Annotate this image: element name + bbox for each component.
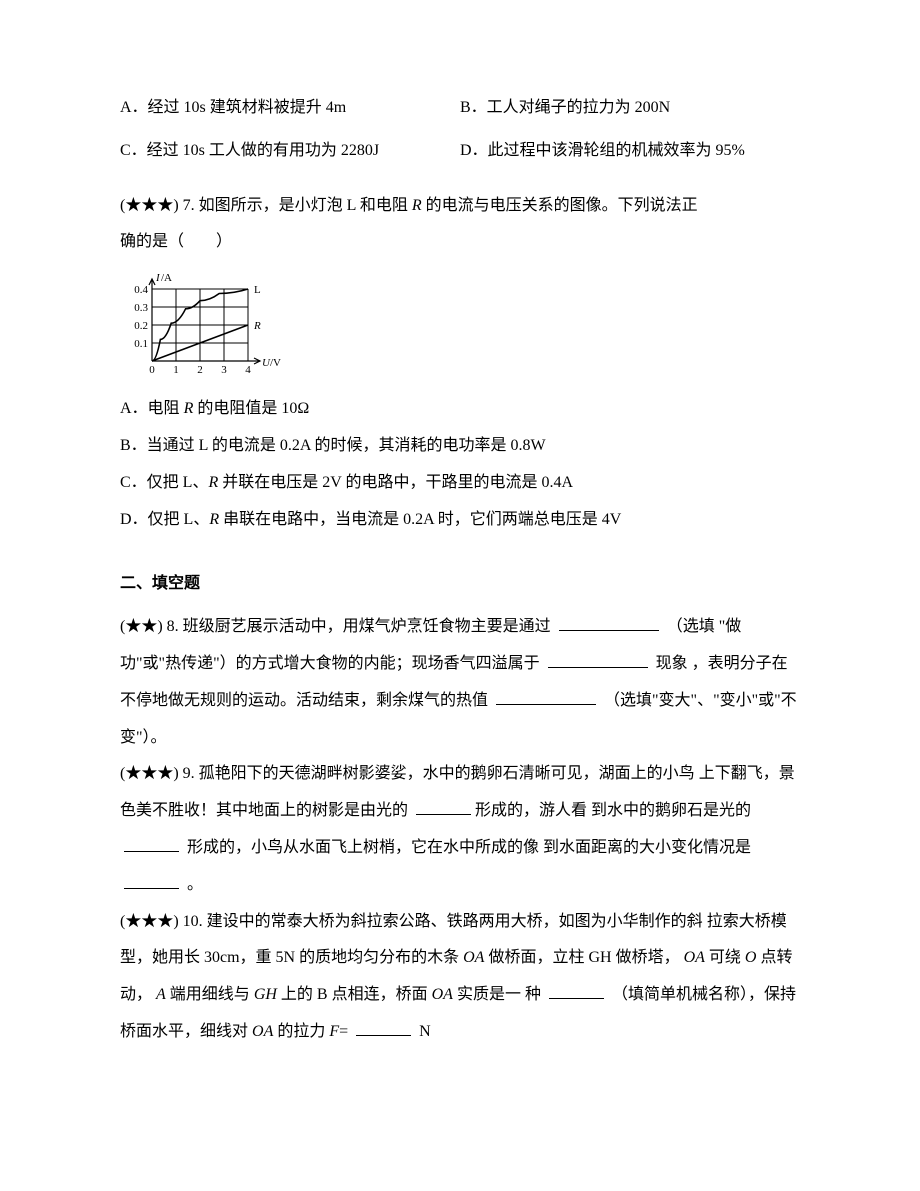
- q9-t3: 形成的，游人看: [475, 802, 587, 819]
- q10-t10: 种: [525, 986, 545, 1003]
- q7-opt-a-post: 的电阻值是 10Ω: [193, 400, 309, 417]
- q9-stars: (★★★): [120, 765, 179, 782]
- svg-text:0.3: 0.3: [134, 302, 148, 314]
- q9-t6: 到水面距离的大小变化情况是: [543, 839, 751, 856]
- q10-o1: O: [745, 949, 757, 966]
- q8-stars: (★★): [120, 618, 163, 635]
- q7-stem-line1: (★★★) 7. 如图所示，是小灯泡 L 和电阻 R 的电流与电压关系的图像。下…: [120, 188, 800, 225]
- q7-opt-c-pre: C．仅把 L、: [120, 474, 208, 491]
- q10-t7: 端用细线与: [166, 986, 254, 1003]
- q8-number: 8.: [167, 618, 179, 635]
- q7-opt-d-post: 串联在电路中，当电流是 0.2A 时，它们两端总电压是 4V: [219, 511, 621, 528]
- svg-text:1: 1: [173, 364, 179, 376]
- svg-text:3: 3: [221, 364, 227, 376]
- q10-eq: =: [339, 1023, 352, 1040]
- q7-opt-d-pre: D．仅把 L、: [120, 511, 209, 528]
- q7-stem-line2: 确的是（ ）: [120, 224, 800, 261]
- q7-stem1: 如图所示，是小灯泡 L 和电阻: [199, 197, 412, 214]
- q7-block: (★★★) 7. 如图所示，是小灯泡 L 和电阻 R 的电流与电压关系的图像。下…: [120, 188, 800, 539]
- q10-gh: GH: [254, 986, 277, 1003]
- q10-t8: 上的 B 点相连，桥面: [277, 986, 432, 1003]
- q8-t2: （选填: [663, 618, 715, 635]
- q7-opt-c: C．仅把 L、R 并联在电压是 2V 的电路中，干路里的电流是 0.4A: [120, 465, 800, 502]
- section2-heading: 二、填空题: [120, 566, 800, 603]
- q6-opt-b: B．工人对绳子的拉力为 200N: [460, 90, 800, 127]
- q10-t3: 做桥面，立柱 GH: [484, 949, 611, 966]
- q10-t9: 实质是一: [453, 986, 521, 1003]
- q7-opt-d: D．仅把 L、R 串联在电路中，当电流是 0.2A 时，它们两端总电压是 4V: [120, 502, 800, 539]
- q10-blank2[interactable]: [356, 1020, 411, 1036]
- svg-text:0: 0: [149, 364, 155, 376]
- q9-block: (★★★) 9. 孤艳阳下的天德湖畔树影婆娑，水中的鹅卵石清晰可见，湖面上的小鸟…: [120, 756, 800, 903]
- q10-a1: A: [156, 986, 166, 1003]
- q8-t1: 班级厨艺展示活动中，用煤气炉烹饪食物主要是通过: [183, 618, 555, 635]
- q6-opt-a: A．经过 10s 建筑材料被提升 4m: [120, 90, 460, 127]
- q9-t1: 孤艳阳下的天德湖畔树影婆娑，水中的鹅卵石清晰可见，湖面上的小鸟: [199, 765, 695, 782]
- svg-text:/A: /A: [161, 272, 172, 284]
- q10-oa1: OA: [463, 949, 484, 966]
- q8-blank2[interactable]: [548, 652, 648, 668]
- q10-stars: (★★★): [120, 913, 179, 930]
- q8-blank3[interactable]: [496, 689, 596, 705]
- q7-opt-a-pre: A．电阻: [120, 400, 184, 417]
- q10-block: (★★★) 10. 建设中的常泰大桥为斜拉索公路、铁路两用大桥，如图为小华制作的…: [120, 904, 800, 1051]
- q9-t7: 。: [183, 876, 203, 893]
- q8-blank1[interactable]: [559, 615, 659, 631]
- q9-blank1[interactable]: [416, 799, 471, 815]
- q7-opt-c-r: R: [208, 474, 218, 491]
- q10-t1: 建设中的常泰大桥为斜拉索公路、铁路两用大桥，如图为小华制作的斜: [207, 913, 703, 930]
- q10-oa3: OA: [432, 986, 453, 1003]
- q6-opt-d: D．此过程中该滑轮组的机械效率为 95%: [460, 133, 800, 170]
- q9-t4: 到水中的鹅卵石是光的: [591, 802, 751, 819]
- q8-block: (★★) 8. 班级厨艺展示活动中，用煤气炉烹饪食物主要是通过 （选填 "做功"…: [120, 609, 800, 756]
- q10-oa4: OA: [252, 1023, 273, 1040]
- q7-opt-d-r: R: [209, 511, 219, 528]
- q7-opt-c-post: 并联在电压是 2V 的电路中，干路里的电流是 0.4A: [218, 474, 573, 491]
- q6-options: A．经过 10s 建筑材料被提升 4m B．工人对绳子的拉力为 200N C．经…: [120, 90, 800, 170]
- q7-stem2: 的电流与电压关系的图像。下列说法正: [422, 197, 698, 214]
- q10-f: F: [329, 1023, 339, 1040]
- q9-number: 9.: [183, 765, 195, 782]
- q7-opt-b: B．当通过 L 的电流是 0.2A 的时候，其消耗的电功率是 0.8W: [120, 428, 800, 465]
- q9-blank3[interactable]: [124, 873, 179, 889]
- q10-number: 10.: [183, 913, 203, 930]
- q7-number: 7.: [183, 197, 195, 214]
- q7-stem-r: R: [412, 197, 422, 214]
- svg-text:2: 2: [197, 364, 203, 376]
- svg-text:0.1: 0.1: [134, 338, 148, 350]
- q9-blank2[interactable]: [124, 836, 179, 852]
- svg-text:L: L: [254, 284, 261, 296]
- svg-text:0.2: 0.2: [134, 320, 148, 332]
- q9-t5: 形成的，小鸟从水面飞上树梢，它在水中所成的像: [183, 839, 539, 856]
- svg-text:/V: /V: [270, 357, 281, 369]
- q10-t4: 做桥塔，: [616, 949, 684, 966]
- q10-oa2: OA: [684, 949, 705, 966]
- q7-opt-a-r: R: [184, 400, 194, 417]
- q7-chart: 012340.10.20.30.4I/AU/VLR: [120, 269, 800, 379]
- svg-text:R: R: [253, 320, 261, 332]
- svg-text:0.4: 0.4: [134, 284, 148, 296]
- q10-t12: 的拉力: [273, 1023, 329, 1040]
- q10-blank1[interactable]: [549, 983, 604, 999]
- q6-opt-c: C．经过 10s 工人做的有用功为 2280J: [120, 133, 460, 170]
- q10-t5: 可绕: [705, 949, 745, 966]
- q10-t13: N: [415, 1023, 431, 1040]
- q7-opt-a: A．电阻 R 的电阻值是 10Ω: [120, 391, 800, 428]
- q7-stars: (★★★): [120, 197, 179, 214]
- q8-t4: 现象: [652, 655, 688, 672]
- svg-text:4: 4: [245, 364, 251, 376]
